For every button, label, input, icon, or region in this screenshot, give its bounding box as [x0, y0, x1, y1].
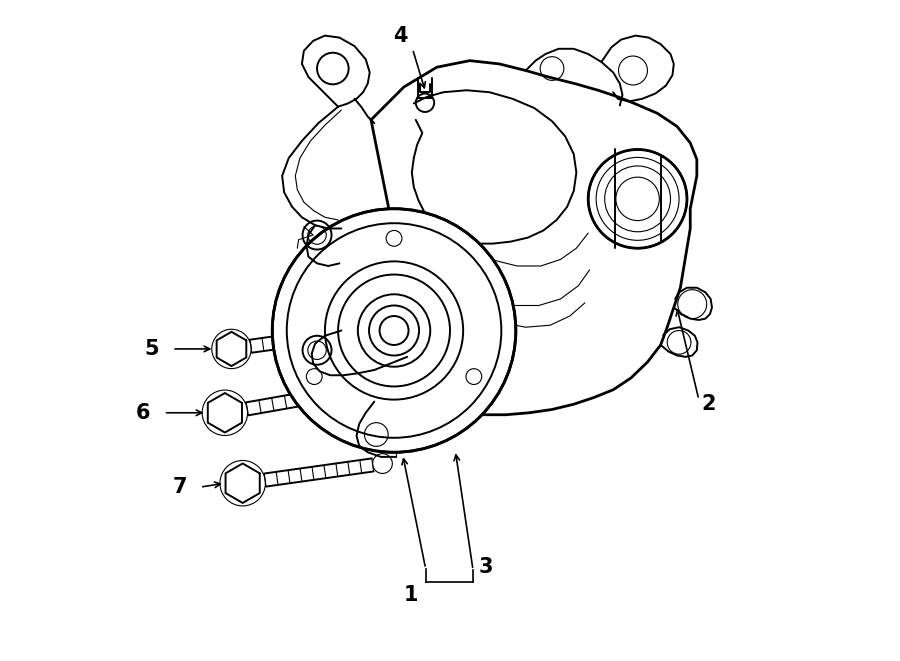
Text: 5: 5: [144, 339, 159, 359]
Text: 7: 7: [172, 477, 186, 497]
Text: 1: 1: [403, 585, 418, 605]
Text: 6: 6: [136, 403, 150, 423]
Text: 4: 4: [393, 26, 408, 46]
Text: 2: 2: [701, 394, 716, 414]
Circle shape: [273, 209, 516, 452]
Circle shape: [589, 149, 687, 249]
Text: 3: 3: [478, 557, 493, 578]
